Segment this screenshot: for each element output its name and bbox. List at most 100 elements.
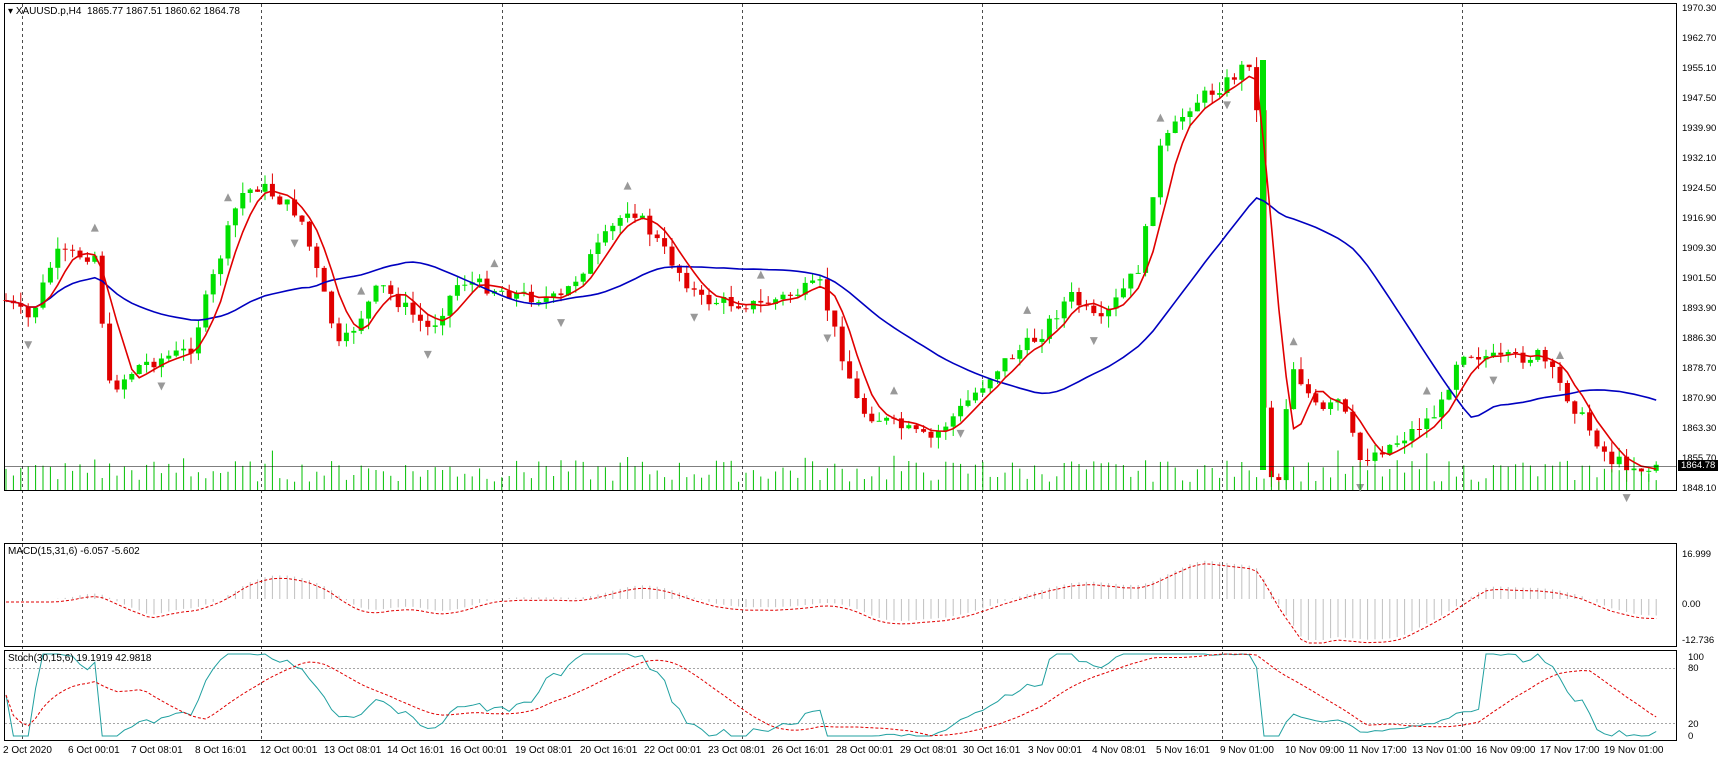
candle-body [277, 196, 283, 205]
candle-body [62, 248, 68, 250]
candle-body [1513, 352, 1519, 353]
candle-body [203, 294, 209, 328]
candle-body [706, 294, 712, 305]
macd-level-label: 0.00 [1682, 599, 1701, 610]
candle-body [1624, 456, 1630, 471]
candle-body [1061, 301, 1067, 319]
candle-body [1120, 288, 1126, 298]
candle-body [832, 310, 838, 327]
fractal-arrow [224, 193, 232, 202]
candle-body [3, 300, 9, 301]
price-level-label: 1901.50 [1682, 273, 1717, 284]
fractal-arrow [90, 223, 99, 232]
time-label: 13 Nov 01:00 [1412, 745, 1472, 756]
candle-body [758, 300, 764, 303]
candle-body [425, 320, 431, 327]
candle-body [1461, 356, 1467, 365]
candle-body [876, 420, 882, 422]
candle-body [632, 213, 638, 218]
fractal-arrow [24, 341, 33, 350]
time-label: 13 Oct 08:01 [324, 745, 382, 756]
time-label: 11 Nov 17:00 [1348, 745, 1407, 756]
fractal-arrow [1089, 337, 1098, 346]
fractal-arrow [423, 350, 432, 359]
candle-body [1313, 393, 1319, 403]
candle-body [588, 254, 594, 274]
candle-body [1394, 443, 1400, 445]
macd-panel-frame [4, 543, 1677, 647]
candle-body [921, 429, 927, 432]
candle-body [1231, 77, 1237, 80]
candle-body [40, 282, 46, 308]
candle-body [1409, 429, 1415, 441]
candle-body [669, 246, 675, 266]
candle-body [173, 350, 179, 356]
candle-body [1202, 90, 1208, 103]
candle-body [314, 246, 320, 268]
candles [3, 57, 1659, 490]
candle-body [565, 286, 571, 296]
candle-body [1587, 412, 1593, 431]
candle-body [861, 398, 867, 414]
candle-body [654, 234, 660, 239]
fractal-arrow [1556, 350, 1564, 359]
candle-body [1498, 352, 1504, 355]
candle-body [1268, 407, 1274, 478]
triangle-down-icon[interactable]: ▾ [8, 6, 14, 17]
price-level-label: 1955.10 [1682, 63, 1717, 74]
candle-body [1350, 411, 1356, 433]
candle-body [1550, 361, 1556, 367]
stoch-signal-line [5, 653, 1657, 737]
candle-body [1298, 369, 1304, 385]
time-label: 30 Oct 16:01 [963, 745, 1021, 756]
candle-body [854, 378, 860, 398]
candle-body [573, 281, 579, 287]
fractal-arrow [1023, 305, 1032, 314]
candle-body [1542, 350, 1548, 362]
candle-body [477, 278, 483, 283]
candle-body [1172, 121, 1178, 133]
fractal-arrow [1622, 494, 1631, 503]
candle-body [351, 330, 357, 333]
candle-body [1165, 133, 1171, 146]
candle-body [824, 279, 830, 311]
candle-body [1150, 197, 1156, 226]
candle-body [839, 326, 845, 362]
candle-body [1387, 444, 1393, 455]
candle-body [1157, 145, 1163, 198]
candle-body [166, 355, 172, 359]
candle-body [151, 361, 157, 368]
candle-body [136, 365, 142, 374]
candle-body [107, 323, 113, 381]
candle-body [1320, 402, 1326, 409]
candle-body [847, 361, 853, 379]
candle-body [321, 267, 327, 292]
macd-histogram [57, 560, 1657, 640]
candle-body [610, 225, 616, 232]
candle-body [232, 208, 238, 226]
time-label: 20 Oct 16:01 [580, 745, 638, 756]
price-level-label: 1939.90 [1682, 123, 1717, 134]
candle-body [1505, 352, 1511, 355]
candle-body [262, 183, 268, 192]
main-panel-frame [4, 3, 1677, 491]
stoch-panel-frame [4, 650, 1677, 741]
candle-body [1416, 429, 1422, 430]
candle-body [25, 306, 31, 318]
candle-body [1653, 464, 1659, 471]
fractal-arrow [890, 386, 898, 395]
candle-body [247, 189, 253, 193]
candle-body [129, 374, 135, 380]
candle-body [662, 238, 668, 247]
candle-body [1009, 358, 1015, 360]
candle-body [1054, 318, 1060, 320]
candle-body [306, 221, 312, 247]
candle-body [713, 302, 719, 305]
price-level-label: 1870.90 [1682, 393, 1717, 404]
candle-body [1527, 359, 1533, 363]
candle-body [1424, 418, 1430, 429]
candle-body [1187, 111, 1193, 117]
fractal-arrow [157, 382, 166, 391]
